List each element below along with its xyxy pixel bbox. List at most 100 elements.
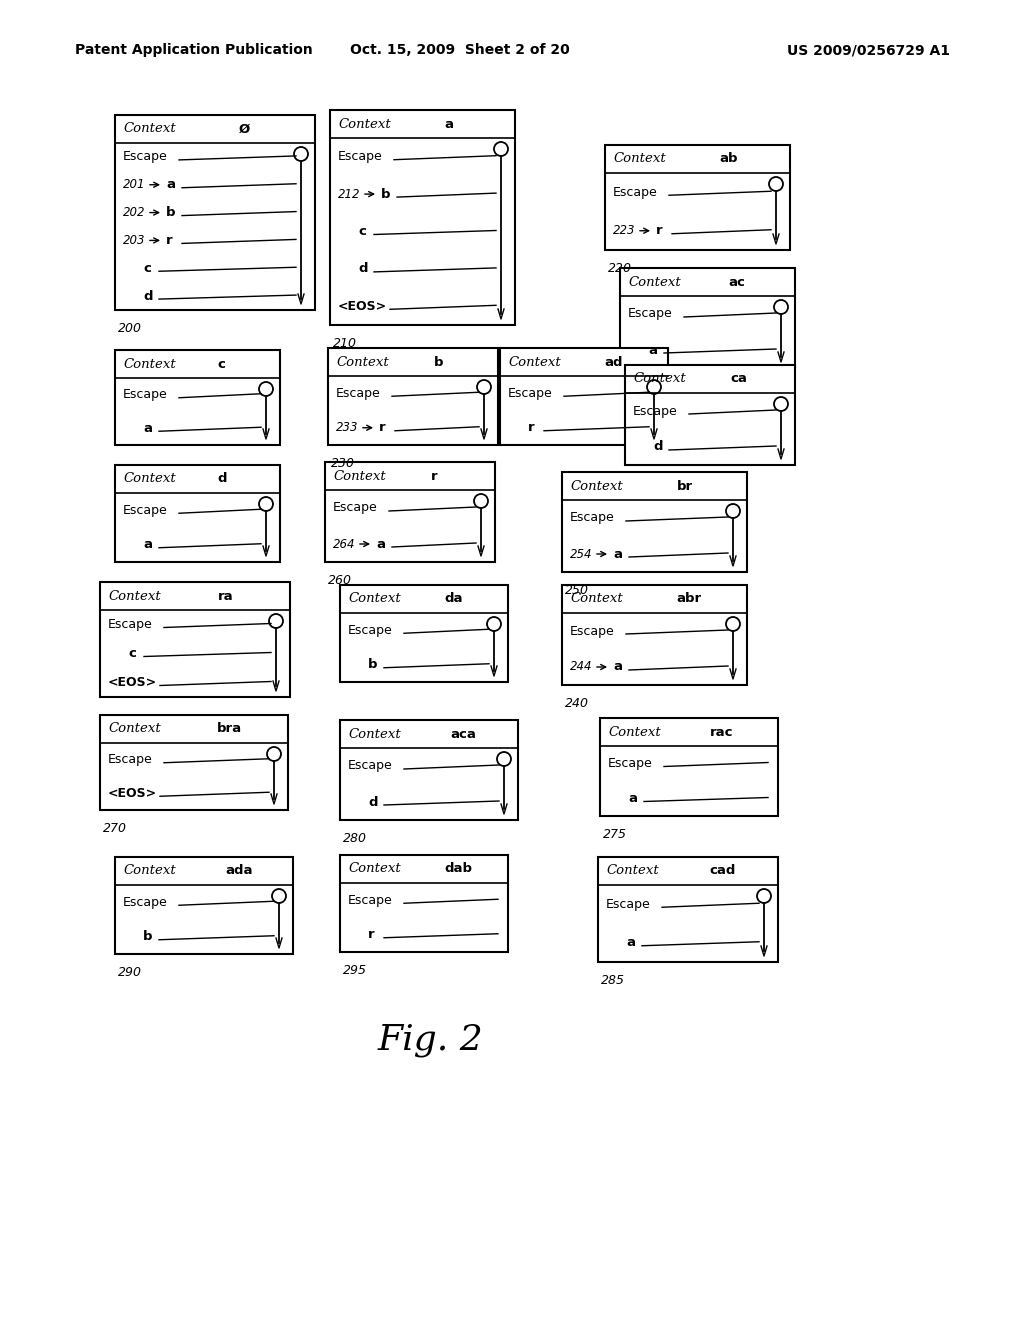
Text: 201: 201 [123,178,145,191]
Text: Escape: Escape [348,894,393,907]
Text: r: r [656,224,663,238]
Text: r: r [528,421,535,434]
Text: 290: 290 [118,966,142,979]
Text: b: b [433,355,443,368]
Text: ab: ab [720,153,738,165]
Text: a: a [166,178,175,191]
Text: r: r [430,470,437,483]
Text: Escape: Escape [570,511,614,524]
Text: b: b [143,931,153,944]
Text: Escape: Escape [333,502,378,515]
Bar [340,719,518,820]
Text: r: r [166,234,173,247]
Bar [600,718,778,816]
Text: <EOS>: <EOS> [108,676,157,689]
Text: Context: Context [123,123,176,136]
Text: cad: cad [710,865,736,878]
Text: Escape: Escape [633,404,678,417]
Bar [340,855,508,952]
Text: r: r [379,421,386,434]
Text: 260: 260 [328,574,352,587]
Text: 202: 202 [123,206,145,219]
Text: br: br [677,479,693,492]
Text: 275: 275 [603,828,627,841]
Bar [605,145,790,249]
Text: Escape: Escape [628,308,673,321]
Text: d: d [358,263,368,276]
Text: 220: 220 [608,261,632,275]
Text: Escape: Escape [123,388,168,401]
Bar [500,348,668,445]
Text: Context: Context [633,372,686,385]
Text: c: c [128,647,136,660]
Bar [562,585,746,685]
Text: b: b [381,187,390,201]
Bar [100,582,290,697]
Bar [115,857,293,954]
Text: 212: 212 [338,187,360,201]
Text: 270: 270 [103,822,127,836]
Text: a: a [613,660,622,673]
Text: Context: Context [123,358,176,371]
Text: Oct. 15, 2009  Sheet 2 of 20: Oct. 15, 2009 Sheet 2 of 20 [350,44,570,57]
Text: Escape: Escape [123,896,168,908]
Text: Context: Context [108,590,161,602]
Text: d: d [653,441,663,454]
Text: Escape: Escape [336,387,381,400]
Text: ac: ac [728,276,745,289]
Text: Escape: Escape [348,759,393,772]
Text: 230: 230 [331,457,355,470]
Text: dab: dab [444,862,472,875]
Text: Context: Context [606,865,658,878]
Text: Context: Context [613,153,666,165]
Text: Patent Application Publication: Patent Application Publication [75,44,312,57]
Text: Context: Context [608,726,660,738]
Text: ada: ada [225,865,253,878]
Text: Escape: Escape [570,624,614,638]
Text: Escape: Escape [338,150,383,164]
Text: da: da [444,593,463,606]
Text: Context: Context [348,727,400,741]
Text: ca: ca [730,372,748,385]
Text: 203: 203 [123,234,145,247]
Text: r: r [368,928,375,941]
Text: Context: Context [123,865,176,878]
Bar [115,115,315,310]
Text: b: b [166,206,175,219]
Text: Escape: Escape [348,624,393,636]
Bar [620,268,795,368]
Text: Fig. 2: Fig. 2 [377,1023,483,1057]
Text: c: c [358,224,366,238]
Text: Escape: Escape [613,186,657,199]
Text: d: d [143,289,153,302]
Bar [115,350,280,445]
Text: a: a [648,343,657,356]
Text: 295: 295 [343,964,367,977]
Text: Context: Context [508,355,561,368]
Bar [328,348,498,445]
Text: Context: Context [348,593,400,606]
Bar [562,473,746,572]
Text: b: b [368,659,378,672]
Text: Context: Context [570,479,623,492]
Bar [115,465,280,562]
Text: abr: abr [677,593,701,606]
Text: 210: 210 [333,337,357,350]
Bar [330,110,515,325]
Bar [325,462,495,562]
Text: Escape: Escape [606,898,650,911]
Text: Escape: Escape [123,504,168,516]
Text: Context: Context [333,470,386,483]
Text: <EOS>: <EOS> [108,787,157,800]
Text: Escape: Escape [123,150,168,164]
Text: aca: aca [451,727,476,741]
Text: 233: 233 [336,421,358,434]
Text: Context: Context [628,276,681,289]
Text: Context: Context [338,117,391,131]
Text: Context: Context [108,722,161,735]
Text: 250: 250 [565,583,589,597]
Text: 244: 244 [570,660,593,673]
Text: 200: 200 [118,322,142,335]
Text: 280: 280 [343,832,367,845]
Text: ra: ra [218,590,233,602]
